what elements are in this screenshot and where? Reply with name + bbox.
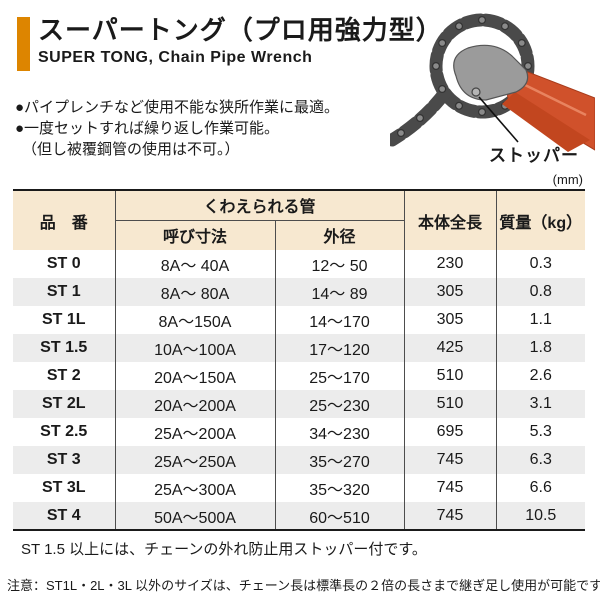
cell-nominal-size: 8A～150A bbox=[115, 306, 276, 334]
page-subtitle: SUPER TONG, Chain Pipe Wrench bbox=[38, 49, 313, 66]
cell-overall-length: 745 bbox=[404, 474, 497, 502]
cell-overall-length: 510 bbox=[404, 362, 497, 390]
note-caution: 注意：ST1L・2L・3L 以外のサイズは、チェーン長は標準長の２倍の長さまで継… bbox=[7, 578, 600, 593]
header-part-number: 品 番 bbox=[13, 190, 116, 250]
table-row: ST 4 50A～500A 60～510 745 10.5 bbox=[13, 502, 586, 530]
feature-list: ●パイプレンチなど使用不能な狭所作業に最適。 ●一度セットすれば繰り返し作業可能… bbox=[15, 97, 339, 160]
cell-mass: 6.6 bbox=[529, 479, 552, 496]
cell-overall-length: 305 bbox=[404, 278, 497, 306]
cell-mass: 6.3 bbox=[529, 451, 552, 468]
header-nominal-size: 呼び寸法 bbox=[115, 220, 276, 250]
cell-overall-length: 745 bbox=[404, 446, 497, 474]
header-outer-diameter: 外径 bbox=[275, 220, 405, 250]
cell-model: ST 4 bbox=[13, 502, 116, 530]
table-row: ST 0 8A～ 40A 12～ 50 230 0.3 bbox=[13, 250, 585, 278]
cell-overall-length: 425 bbox=[404, 334, 497, 362]
header-overall-length: 本体全長 bbox=[404, 190, 497, 250]
table-row: ST 2 20A～150A 25～170 510 2.6 bbox=[13, 362, 585, 390]
table-row: ST 1 8A～ 80A 14～ 89 305 0.8 bbox=[13, 278, 586, 306]
table-row: ST 2.5 25A～200A 34～230 695 5.3 bbox=[13, 418, 585, 446]
cell-nominal-size: 25A～250A bbox=[115, 446, 276, 474]
table-row: ST 1L 8A～150A 14～170 305 1.1 bbox=[13, 306, 585, 334]
cell-mass: 0.8 bbox=[529, 283, 552, 300]
chain-wrench-illustration bbox=[390, 13, 595, 152]
cell-model: ST 1 bbox=[13, 278, 116, 306]
cell-outer-diameter: 14～ 89 bbox=[275, 278, 405, 306]
cell-outer-diameter: 35～320 bbox=[275, 474, 405, 502]
feature-item: ●パイプレンチなど使用不能な狭所作業に最適。 bbox=[15, 99, 340, 116]
cell-overall-length: 305 bbox=[404, 306, 497, 334]
cell-outer-diameter: 12～ 50 bbox=[275, 250, 405, 278]
spec-table-section: (mm) 品 番 くわえられる管 本体全長 質量（kg） 呼び寸法 外径 ST … bbox=[13, 172, 586, 531]
cell-nominal-size: 50A～500A bbox=[115, 502, 276, 530]
cell-outer-diameter: 14～170 bbox=[275, 306, 405, 334]
note-stopper: ST 1.5 以上には、チェーンの外れ防止用ストッパー付です。 bbox=[21, 541, 427, 558]
table-row: ST 1.5 10A～100A 17～120 425 1.8 bbox=[13, 334, 586, 362]
cell-overall-length: 230 bbox=[404, 250, 497, 278]
product-photo: ストッパー bbox=[390, 0, 595, 170]
cell-nominal-size: 10A～100A bbox=[115, 334, 276, 362]
cell-nominal-size: 25A～300A bbox=[115, 474, 276, 502]
cell-nominal-size: 20A～150A bbox=[115, 362, 276, 390]
cell-model: ST 2.5 bbox=[13, 418, 116, 446]
cell-model: ST 3 bbox=[13, 446, 116, 474]
spec-table: 品 番 くわえられる管 本体全長 質量（kg） 呼び寸法 外径 ST 0 8A～ … bbox=[13, 189, 586, 531]
cell-overall-length: 510 bbox=[404, 390, 497, 418]
stopper-pointer-line bbox=[478, 96, 519, 143]
cell-mass: 2.6 bbox=[529, 367, 552, 384]
cell-overall-length: 695 bbox=[404, 418, 497, 446]
accent-bar bbox=[17, 17, 30, 71]
cell-nominal-size: 25A～200A bbox=[115, 418, 276, 446]
wrench-jaw bbox=[453, 44, 529, 101]
cell-nominal-size: 8A～ 40A bbox=[115, 250, 276, 278]
cell-mass: 5.3 bbox=[529, 423, 552, 440]
cell-nominal-size: 20A～200A bbox=[115, 390, 276, 418]
cell-mass: 1.1 bbox=[529, 311, 552, 328]
cell-nominal-size: 8A～ 80A bbox=[115, 278, 276, 306]
cell-model: ST 2L bbox=[13, 390, 116, 418]
spec-table-body: ST 0 8A～ 40A 12～ 50 230 0.3 ST 1 8A～ 80A 14～ 89… bbox=[13, 250, 586, 530]
feature-item: ●一度セットすれば繰り返し作業可能。 bbox=[15, 120, 280, 137]
cell-model: ST 0 bbox=[13, 250, 116, 278]
chain-loop bbox=[390, 13, 535, 147]
cell-outer-diameter: 25～170 bbox=[275, 362, 405, 390]
cell-mass: 3.1 bbox=[529, 395, 552, 412]
header-grippable-pipe: くわえられる管 bbox=[115, 190, 405, 221]
table-row: ST 3L 25A～300A 35～320 745 6.6 bbox=[13, 474, 585, 502]
table-row: ST 2L 20A～200A 25～230 510 3.1 bbox=[13, 390, 586, 418]
cell-outer-diameter: 17～120 bbox=[275, 334, 405, 362]
unit-label: (mm) bbox=[552, 172, 583, 187]
header-mass: 質量（kg） bbox=[496, 190, 586, 250]
spec-table-header: 品 番 くわえられる管 本体全長 質量（kg） 呼び寸法 外径 bbox=[13, 190, 586, 250]
stopper-pin bbox=[471, 87, 481, 97]
table-row: ST 3 25A～250A 35～270 745 6.3 bbox=[13, 446, 586, 474]
cell-mass: 1.8 bbox=[529, 339, 552, 356]
page-title: スーパートング（プロ用強力型） bbox=[38, 15, 443, 45]
stopper-label: ストッパー bbox=[489, 146, 579, 165]
cell-model: ST 1L bbox=[13, 306, 116, 334]
cell-mass: 0.3 bbox=[529, 255, 552, 272]
cell-outer-diameter: 25～230 bbox=[275, 390, 405, 418]
feature-item: （但し被覆鋼管の使用は不可。） bbox=[22, 141, 240, 158]
cell-model: ST 3L bbox=[13, 474, 116, 502]
cell-outer-diameter: 34～230 bbox=[275, 418, 405, 446]
cell-model: ST 2 bbox=[13, 362, 116, 390]
cell-model: ST 1.5 bbox=[13, 334, 116, 362]
cell-outer-diameter: 60～510 bbox=[275, 502, 405, 530]
cell-overall-length: 745 bbox=[404, 502, 497, 530]
cell-outer-diameter: 35～270 bbox=[275, 446, 405, 474]
cell-mass: 10.5 bbox=[525, 506, 557, 524]
title-block: スーパートング（プロ用強力型） SUPER TONG, Chain Pipe W… bbox=[17, 14, 443, 71]
